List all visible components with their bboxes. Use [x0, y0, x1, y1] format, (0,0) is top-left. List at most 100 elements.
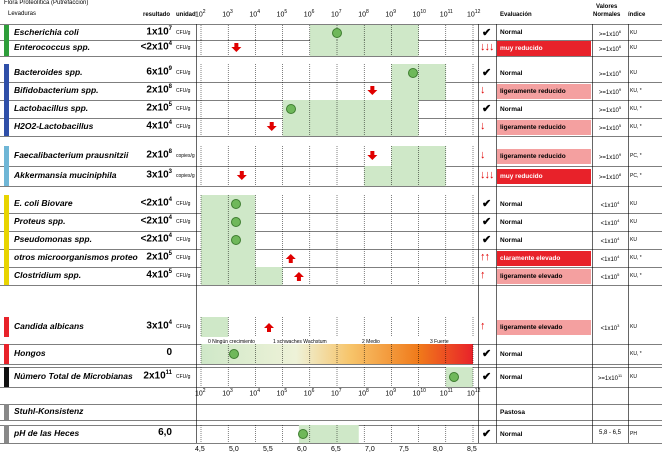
row-result: 0	[166, 347, 172, 358]
row-name: Clostridium spp.	[14, 270, 82, 280]
header-col-resultado: resultado	[143, 12, 171, 18]
check-icon: ✔	[482, 67, 492, 79]
row-result: 2x108	[146, 149, 172, 161]
scale-tick: 107	[331, 388, 342, 398]
row-evaluation: Pastosa	[500, 408, 525, 416]
result-dot	[298, 429, 308, 439]
arrow-up-icon: ↑↑	[480, 251, 490, 263]
row-evaluation: ligeramente reducido	[497, 148, 591, 164]
scale-tick: 108	[358, 9, 369, 19]
up-arrow-marker	[293, 272, 304, 281]
row-result: <2x104	[140, 41, 172, 53]
row-unit: CFU/g	[176, 324, 191, 330]
row-index: PH	[630, 431, 637, 437]
up-arrow-marker	[285, 254, 296, 263]
row-index: KU, *	[630, 255, 642, 261]
row-result: 6x109	[146, 66, 172, 78]
row-color-marker	[4, 64, 9, 82]
row-index: KU	[630, 237, 637, 243]
header-title: Flora Proteolítica (Putrefaccion)	[4, 0, 89, 6]
row-evaluation: muy reducido	[497, 168, 591, 184]
row-index: KU, *	[630, 106, 642, 112]
row-normal-value: >=1x105	[598, 123, 622, 132]
scale-tick: 107	[331, 9, 342, 19]
down-arrow-marker	[231, 43, 242, 52]
row-color-marker	[4, 166, 9, 186]
row-name: Lactobacillus spp.	[14, 103, 89, 113]
scale-tick: 102	[195, 388, 206, 398]
row-normal-value: >=1x106	[598, 28, 622, 38]
row-index: PC, *	[630, 173, 642, 179]
row-name: E. coli Biovare	[14, 198, 73, 208]
row-index: KU	[630, 201, 637, 207]
row-result: 2x1011	[143, 370, 172, 382]
row-unit: copies/g	[176, 173, 195, 179]
hongos-label-2: 2 Medio	[362, 339, 380, 345]
row-unit: CFU/g	[176, 106, 191, 112]
row-normal-value: <1x104	[600, 254, 620, 263]
header-col-unidad: unidad	[176, 12, 196, 18]
row-unit: CFU/g	[176, 88, 191, 94]
check-icon: ✔	[482, 103, 492, 115]
row-evaluation: Normal	[500, 430, 523, 438]
down-arrow-marker	[236, 171, 247, 180]
scale-tick: 104	[249, 388, 260, 398]
row-index: KU, *	[630, 124, 642, 130]
header-col-valores: Valores	[596, 4, 618, 10]
scale-tick: 109	[385, 388, 396, 398]
arrow-down-icon: ↓	[480, 120, 485, 132]
row-index: KU	[630, 219, 637, 225]
check-icon: ✔	[482, 198, 492, 210]
scale-tick: 108	[358, 388, 369, 398]
scale-tick: 1011	[439, 388, 453, 398]
row-color-marker	[4, 25, 9, 40]
arrow-up-icon: ↑	[480, 269, 485, 281]
down-arrow-marker	[367, 86, 378, 95]
row-unit: CFU/g	[176, 201, 191, 207]
row-normal-value: <1x103	[600, 323, 620, 332]
hongos-label-3: 3 Fuerte	[430, 339, 449, 345]
check-icon: ✔	[482, 428, 492, 440]
row-name: Enterococcus spp.	[14, 42, 91, 52]
row-result: <2x104	[140, 197, 172, 209]
row-evaluation: Normal	[500, 373, 523, 381]
result-dot	[228, 349, 239, 359]
scale-tick: 105	[276, 388, 288, 398]
result-dot	[408, 68, 419, 78]
scale-tick: 5,0	[229, 446, 239, 453]
row-result: 2x105	[146, 102, 172, 114]
row-name: Akkermansia muciniphila	[14, 170, 117, 180]
row-name: Stuhl-Konsistenz	[14, 406, 84, 416]
check-icon: ✔	[482, 216, 492, 228]
row-unit: CFU/g	[176, 29, 191, 36]
row-name: Faecalibacterium prausnitzii	[14, 150, 129, 160]
row-index: KU	[630, 29, 637, 36]
row-evaluation: Normal	[500, 69, 523, 77]
scale-tick: 8,5	[467, 446, 477, 453]
scale-tick: 8,0	[433, 446, 443, 453]
row-unit: copies/g	[176, 153, 195, 159]
header-col-levaduras: Levaduras	[8, 11, 37, 17]
row-evaluation: ligeramente elevado	[497, 268, 591, 284]
row-unit: CFU/g	[176, 273, 191, 279]
row-unit: CFU/g	[176, 124, 191, 130]
scale-tick: 6,0	[297, 446, 307, 453]
row-unit: CFU/g	[176, 255, 191, 261]
down-arrow-marker	[266, 122, 277, 131]
row-unit: CFU/g	[176, 219, 191, 225]
row-name: otros microorganismos proteo	[14, 252, 138, 262]
row-index: KU	[630, 70, 637, 76]
row-result: 3x104	[146, 320, 172, 332]
row-evaluation: Normal	[500, 236, 523, 244]
row-unit: CFU/g	[176, 45, 191, 51]
scale-tick: 1012	[467, 388, 481, 398]
row-unit: CFU/g	[176, 237, 191, 243]
row-color-marker	[4, 82, 9, 100]
row-name: Candida albicans	[14, 321, 84, 331]
row-color-marker	[4, 118, 9, 136]
row-evaluation: Normal	[500, 218, 523, 226]
row-result: 4x105	[146, 269, 172, 281]
row-result: 2x108	[146, 84, 172, 96]
row-result: 1x107	[146, 25, 172, 37]
